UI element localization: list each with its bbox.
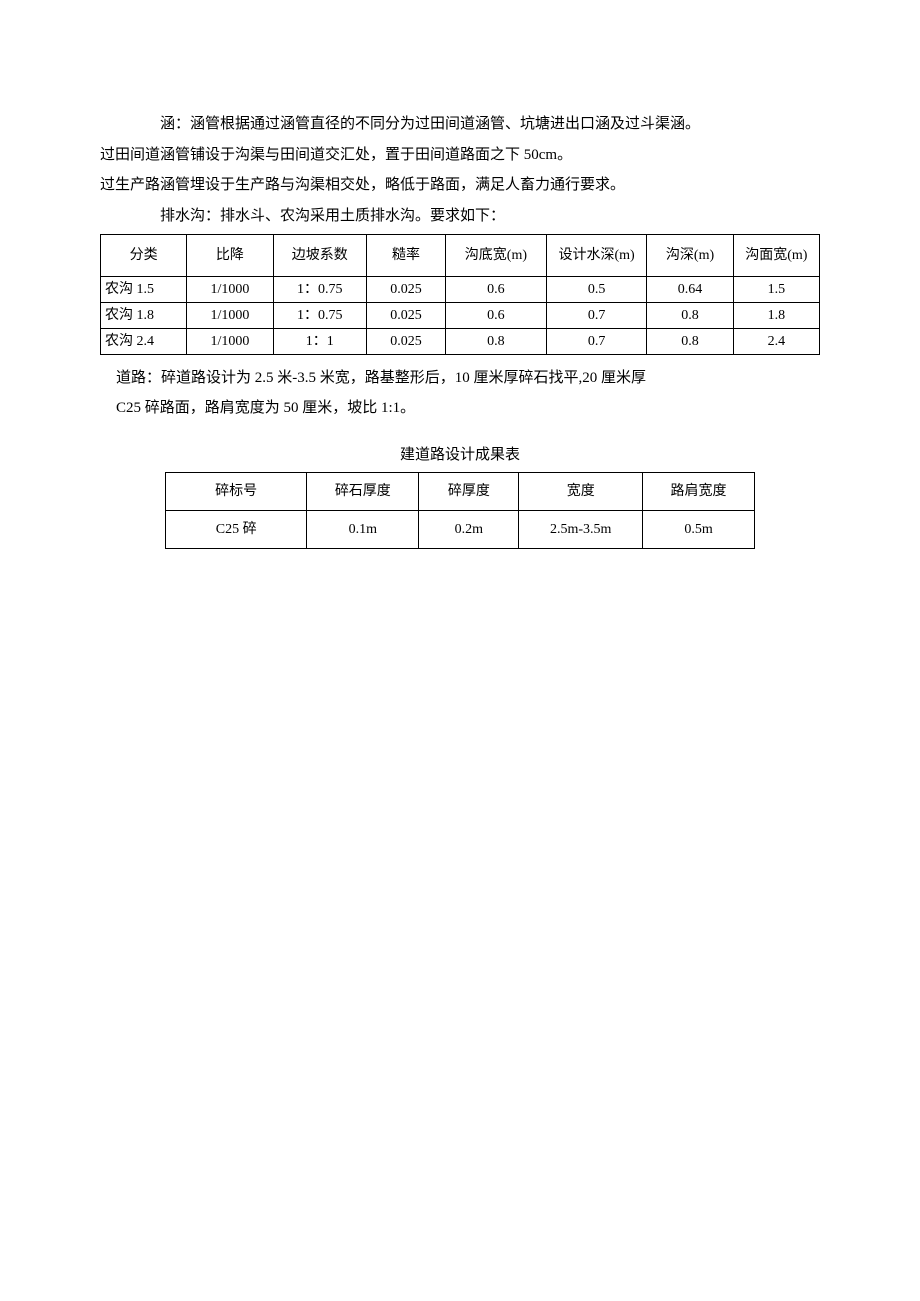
road-table-wrap: 碎标号碎石厚度碎厚度宽度路肩宽度 C25 碎0.1m0.2m2.5m-3.5m0…	[165, 472, 755, 549]
table-cell: 1/1000	[187, 303, 273, 329]
table-cell: 1/1000	[187, 329, 273, 355]
road-table: 碎标号碎石厚度碎厚度宽度路肩宽度 C25 碎0.1m0.2m2.5m-3.5m0…	[165, 472, 755, 549]
table-cell: 1：0.75	[273, 303, 366, 329]
drain-table: 分类比降边坡系数糙率沟底宽(m)设计水深(m)沟深(m)沟面宽(m) 农沟 1.…	[100, 234, 820, 355]
table-cell: 0.8	[647, 303, 733, 329]
drain-table-header-row: 分类比降边坡系数糙率沟底宽(m)设计水深(m)沟深(m)沟面宽(m)	[101, 235, 820, 277]
table-cell: 0.025	[367, 303, 446, 329]
table-row: 农沟 2.41/10001：10.0250.80.70.82.4	[101, 329, 820, 355]
drain-table-wrap: 分类比降边坡系数糙率沟底宽(m)设计水深(m)沟深(m)沟面宽(m) 农沟 1.…	[100, 234, 820, 355]
table-cell: 农沟 2.4	[101, 329, 187, 355]
table-cell: 0.5m	[643, 510, 755, 548]
paragraph-drain: 排水沟：排水斗、农沟采用土质排水沟。要求如下：	[100, 202, 820, 231]
table-cell: 1.8	[733, 303, 819, 329]
table-row: 农沟 1.51/10001：0.750.0250.60.50.641.5	[101, 277, 820, 303]
drain-table-header-cell: 糙率	[367, 235, 446, 277]
drain-table-header-cell: 边坡系数	[273, 235, 366, 277]
table-cell: 0.8	[647, 329, 733, 355]
table-cell: 1.5	[733, 277, 819, 303]
drain-table-header-cell: 比降	[187, 235, 273, 277]
table-cell: 农沟 1.8	[101, 303, 187, 329]
road-table-body: C25 碎0.1m0.2m2.5m-3.5m0.5m	[166, 510, 755, 548]
table-cell: 2.4	[733, 329, 819, 355]
table-cell: 农沟 1.5	[101, 277, 187, 303]
paragraph-culvert: 涵：涵管根据通过涵管直径的不同分为过田间道涵管、坑塘进出口涵及过斗渠涵。	[100, 110, 820, 139]
table-cell: 0.1m	[307, 510, 419, 548]
table-cell: 0.7	[546, 329, 647, 355]
table-cell: 1/1000	[187, 277, 273, 303]
table-cell: 0.6	[446, 277, 547, 303]
road-table-header-cell: 碎石厚度	[307, 472, 419, 510]
table-cell: C25 碎	[166, 510, 307, 548]
table-cell: 1：0.75	[273, 277, 366, 303]
table-cell: 0.7	[546, 303, 647, 329]
table-cell: 0.6	[446, 303, 547, 329]
table-row: 农沟 1.81/10001：0.750.0250.60.70.81.8	[101, 303, 820, 329]
table-cell: 2.5m-3.5m	[519, 510, 643, 548]
road-table-header-cell: 碎厚度	[419, 472, 519, 510]
drain-table-header-cell: 设计水深(m)	[546, 235, 647, 277]
table-cell: 0.8	[446, 329, 547, 355]
drain-table-header-cell: 分类	[101, 235, 187, 277]
table-cell: 1：1	[273, 329, 366, 355]
paragraph-road-2: C25 碎路面，路肩宽度为 50 厘米，坡比 1:1。	[116, 393, 820, 423]
table-cell: 0.025	[367, 329, 446, 355]
road-table-header-cell: 路肩宽度	[643, 472, 755, 510]
drain-table-header-cell: 沟深(m)	[647, 235, 733, 277]
drain-table-body: 农沟 1.51/10001：0.750.0250.60.50.641.5农沟 1…	[101, 277, 820, 355]
table-cell: 0.025	[367, 277, 446, 303]
paragraph-culvert-2: 过田间道涵管铺设于沟渠与田间道交汇处，置于田间道路面之下 50cm。	[100, 141, 820, 170]
drain-table-header-cell: 沟面宽(m)	[733, 235, 819, 277]
table-cell: 0.64	[647, 277, 733, 303]
table-cell: 0.5	[546, 277, 647, 303]
drain-table-header-cell: 沟底宽(m)	[446, 235, 547, 277]
paragraph-culvert-3: 过生产路涵管埋设于生产路与沟渠相交处，略低于路面，满足人畜力通行要求。	[100, 171, 820, 200]
road-table-header-row: 碎标号碎石厚度碎厚度宽度路肩宽度	[166, 472, 755, 510]
paragraph-road-1: 道路：碎道路设计为 2.5 米-3.5 米宽，路基整形后，10 厘米厚碎石找平,…	[116, 363, 820, 393]
road-table-title: 建道路设计成果表	[100, 441, 820, 470]
road-table-header-cell: 碎标号	[166, 472, 307, 510]
table-row: C25 碎0.1m0.2m2.5m-3.5m0.5m	[166, 510, 755, 548]
table-cell: 0.2m	[419, 510, 519, 548]
road-table-header-cell: 宽度	[519, 472, 643, 510]
